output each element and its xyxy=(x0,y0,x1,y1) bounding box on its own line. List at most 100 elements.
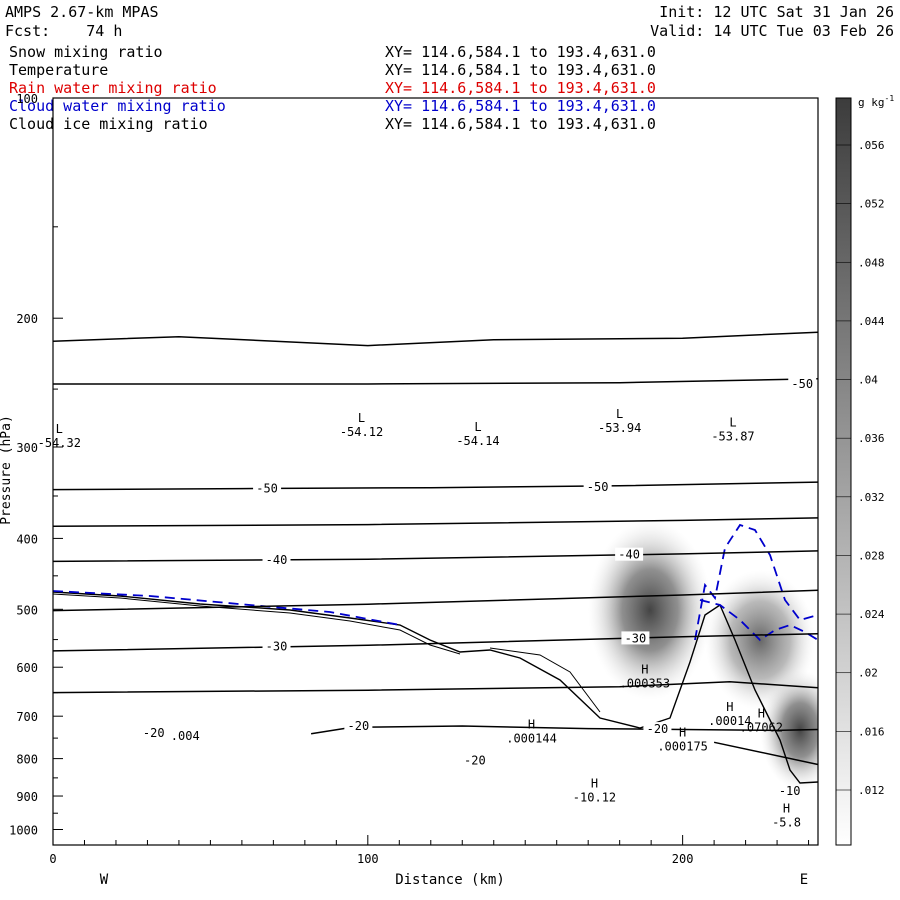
x-tick-label: 200 xyxy=(672,852,694,866)
extremum-type: H xyxy=(726,700,733,714)
extremum-type: L xyxy=(616,407,623,421)
y-tick-label: 700 xyxy=(16,710,38,724)
legend-label: Cloud water mixing ratio xyxy=(9,97,226,115)
temperature-contours: -50 -50 -50 -40 -40 -30 -30 -20 -20 xyxy=(52,331,819,766)
colorbar-level: .024 xyxy=(858,608,885,621)
west-label: W xyxy=(100,872,109,888)
terrain-surface-line xyxy=(52,591,819,784)
y-axis-label: Pressure (hPa) xyxy=(0,415,14,525)
colorbar-level: .044 xyxy=(858,315,885,328)
extremum-value: -54.32 xyxy=(38,436,81,450)
contour-label: -30 xyxy=(266,639,288,653)
y-tick-label: 400 xyxy=(16,532,38,546)
x-axis: 0 100 200 xyxy=(49,835,810,866)
y-tick-label: 900 xyxy=(16,790,38,804)
extremum-type: H xyxy=(679,726,686,740)
extremum-type: H xyxy=(528,717,535,731)
y-tick-label: 600 xyxy=(16,661,38,675)
contour-label-bg xyxy=(615,547,644,561)
legend-xy: XY= 114.6,584.1 to 193.4,631.0 xyxy=(385,43,656,61)
extremum-value: .000144 xyxy=(506,731,557,745)
temperature-contour-5 xyxy=(52,589,819,612)
colorbar-level: .052 xyxy=(858,198,885,211)
contour-label-bg xyxy=(344,719,373,733)
x-tick-label: 0 xyxy=(49,852,56,866)
valid-time: Valid: 14 UTC Tue 03 Feb 26 xyxy=(650,22,894,40)
colorbar-level: .012 xyxy=(858,784,885,797)
x-axis-label: Distance (km) xyxy=(395,872,505,888)
contour-label-bg xyxy=(262,552,291,566)
colorbar-level: .056 xyxy=(858,139,885,152)
contour-label-bg xyxy=(788,376,817,390)
forecast-hour: Fcst: 74 h xyxy=(5,22,123,40)
plot-frame xyxy=(52,97,819,846)
cloud-water-low-line xyxy=(52,590,401,626)
colorbar-level: .016 xyxy=(858,725,885,738)
y-tick-label: 200 xyxy=(16,312,38,326)
inline-label: -20 xyxy=(464,754,486,768)
terrain-inner-line xyxy=(52,593,461,655)
colorbar-unit: g kg-1 xyxy=(858,94,894,109)
extremum-value: -5.8 xyxy=(772,815,801,829)
extremum-type: H xyxy=(783,801,790,815)
x-tick-label: 100 xyxy=(357,852,379,866)
y-tick-label: 1000 xyxy=(9,824,38,838)
init-time: Init: 12 UTC Sat 31 Jan 26 xyxy=(659,3,894,21)
contour-label: -40 xyxy=(618,548,640,562)
temperature-contour-2 xyxy=(52,481,819,491)
legend-xy: XY= 114.6,584.1 to 193.4,631.0 xyxy=(385,97,656,115)
contour-label-bg xyxy=(621,631,650,645)
y-axis: 100 200 300 400 500 600 700 800 900 1000 xyxy=(9,92,63,838)
contour-label-bg xyxy=(253,481,282,495)
temperature-contour-6 xyxy=(52,632,819,652)
contour-label: -50 xyxy=(587,480,609,494)
terrain-outline xyxy=(52,591,819,784)
extremum-value: .07062 xyxy=(740,721,783,735)
y-tick-label: 500 xyxy=(16,603,38,617)
inline-label: .004 xyxy=(171,729,200,743)
temperature-contour-9 xyxy=(713,741,819,766)
contour-label: -50 xyxy=(256,482,278,496)
model-title: AMPS 2.67-km MPAS xyxy=(5,3,159,21)
cloud-water-east-line xyxy=(694,523,819,641)
extremum-value: -54.12 xyxy=(340,425,383,439)
contour-label-bg xyxy=(643,722,672,736)
contour-label: -40 xyxy=(266,553,288,567)
colorbar-level: .028 xyxy=(858,549,885,562)
extremum-type: L xyxy=(56,422,63,436)
temperature-contour-4 xyxy=(52,550,819,563)
snow-core-west xyxy=(588,520,712,700)
terrain-second-line xyxy=(489,647,601,713)
temperature-contour-7 xyxy=(52,680,819,694)
y-tick-label: 100 xyxy=(16,92,38,106)
extremum-value: -54.14 xyxy=(456,434,499,448)
colorbar-gradient xyxy=(835,97,852,846)
extremum-type: L xyxy=(729,416,736,430)
colorbar-level: .036 xyxy=(858,432,885,445)
colorbar: g kg-1 .012 .016 .02 .024 .028 .032 .036 .04 .04… xyxy=(835,94,894,846)
east-label: E xyxy=(800,872,808,888)
contour-label: -20 xyxy=(647,722,669,736)
contour-label: -30 xyxy=(625,631,647,645)
legend-label: Temperature xyxy=(9,61,109,79)
extremum-value: .00014 xyxy=(708,714,751,728)
y-tick-label: 300 xyxy=(16,441,38,455)
extremum-value: .000175 xyxy=(657,740,708,754)
temperature-contour-0 xyxy=(52,331,819,347)
contour-label-bg xyxy=(262,639,291,653)
legend-xy: XY= 114.6,584.1 to 193.4,631.0 xyxy=(385,61,656,79)
colorbar-level: .048 xyxy=(858,256,885,269)
contour-label-bg xyxy=(583,479,612,493)
legend-xy: XY= 114.6,584.1 to 193.4,631.0 xyxy=(385,115,656,133)
extremum-value: .000353 xyxy=(620,677,671,691)
y-tick-label: 800 xyxy=(16,753,38,767)
extremum-type: L xyxy=(474,420,481,434)
temperature-contour-3 xyxy=(52,517,819,528)
colorbar-level: .02 xyxy=(858,667,878,680)
extremum-value: -53.87 xyxy=(711,430,754,444)
temperature-contour-1 xyxy=(53,378,819,385)
extremum-type: H xyxy=(758,707,765,721)
contour-label: -20 xyxy=(348,719,370,733)
legend-label: Snow mixing ratio xyxy=(9,43,163,61)
